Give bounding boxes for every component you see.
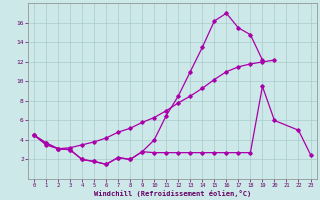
- X-axis label: Windchill (Refroidissement éolien,°C): Windchill (Refroidissement éolien,°C): [94, 190, 251, 197]
